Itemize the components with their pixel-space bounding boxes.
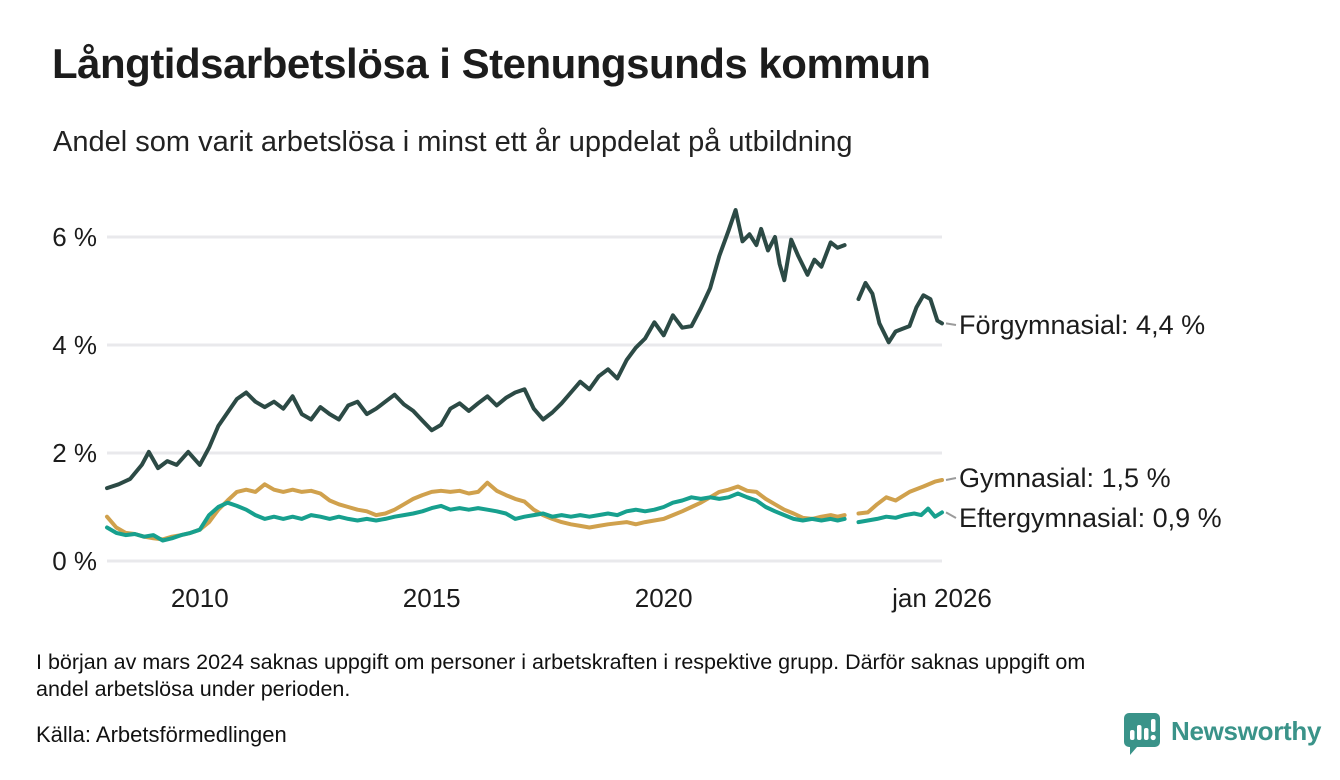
series-label-gymnasial: Gymnasial: 1,5 %	[959, 463, 1171, 493]
series-line-forgymnasial-segment-1	[105, 208, 847, 491]
series-line-gymnasial-segment-2	[856, 478, 944, 516]
label-connector-gymnasial	[945, 477, 957, 481]
series-label-forgymnasial: Förgymnasial: 4,4 %	[959, 310, 1205, 340]
newsworthy-wordmark: Newsworthy	[1171, 715, 1322, 746]
footnote-line-2: andel arbetslösa under perioden.	[36, 677, 351, 701]
x-tick-label: 2015	[403, 583, 461, 613]
x-tick-label: jan 2026	[891, 583, 992, 613]
x-tick-label: 2020	[635, 583, 693, 613]
y-tick-label: 6 %	[52, 222, 97, 252]
page-title: Långtidsarbetslösa i Stenungsunds kommun	[52, 40, 931, 87]
newsworthy-logo-icon	[1124, 713, 1160, 755]
y-tick-label: 4 %	[52, 330, 97, 360]
source-text: Källa: Arbetsförmedlingen	[36, 722, 287, 747]
label-connector-eftergymnasial	[945, 511, 957, 519]
x-tick-label: 2010	[171, 583, 229, 613]
series-line-eftergymnasial-segment-1	[105, 491, 847, 543]
series-line-eftergymnasial-segment-2	[856, 506, 944, 525]
label-connector-forgymnasial	[945, 322, 957, 326]
footnote-line-1: I början av mars 2024 saknas uppgift om …	[36, 650, 1086, 674]
footnote-text: I början av mars 2024 saknas uppgift om …	[36, 649, 1296, 703]
series-line-forgymnasial-segment-2	[856, 280, 944, 345]
y-tick-label: 2 %	[52, 438, 97, 468]
newsworthy-logo: Newsworthy	[1122, 710, 1321, 758]
page-subtitle: Andel som varit arbetslösa i minst ett å…	[53, 126, 853, 158]
series-label-eftergymnasial: Eftergymnasial: 0,9 %	[959, 503, 1222, 533]
y-tick-label: 0 %	[52, 546, 97, 576]
series-line-gymnasial-segment-1	[105, 480, 847, 542]
